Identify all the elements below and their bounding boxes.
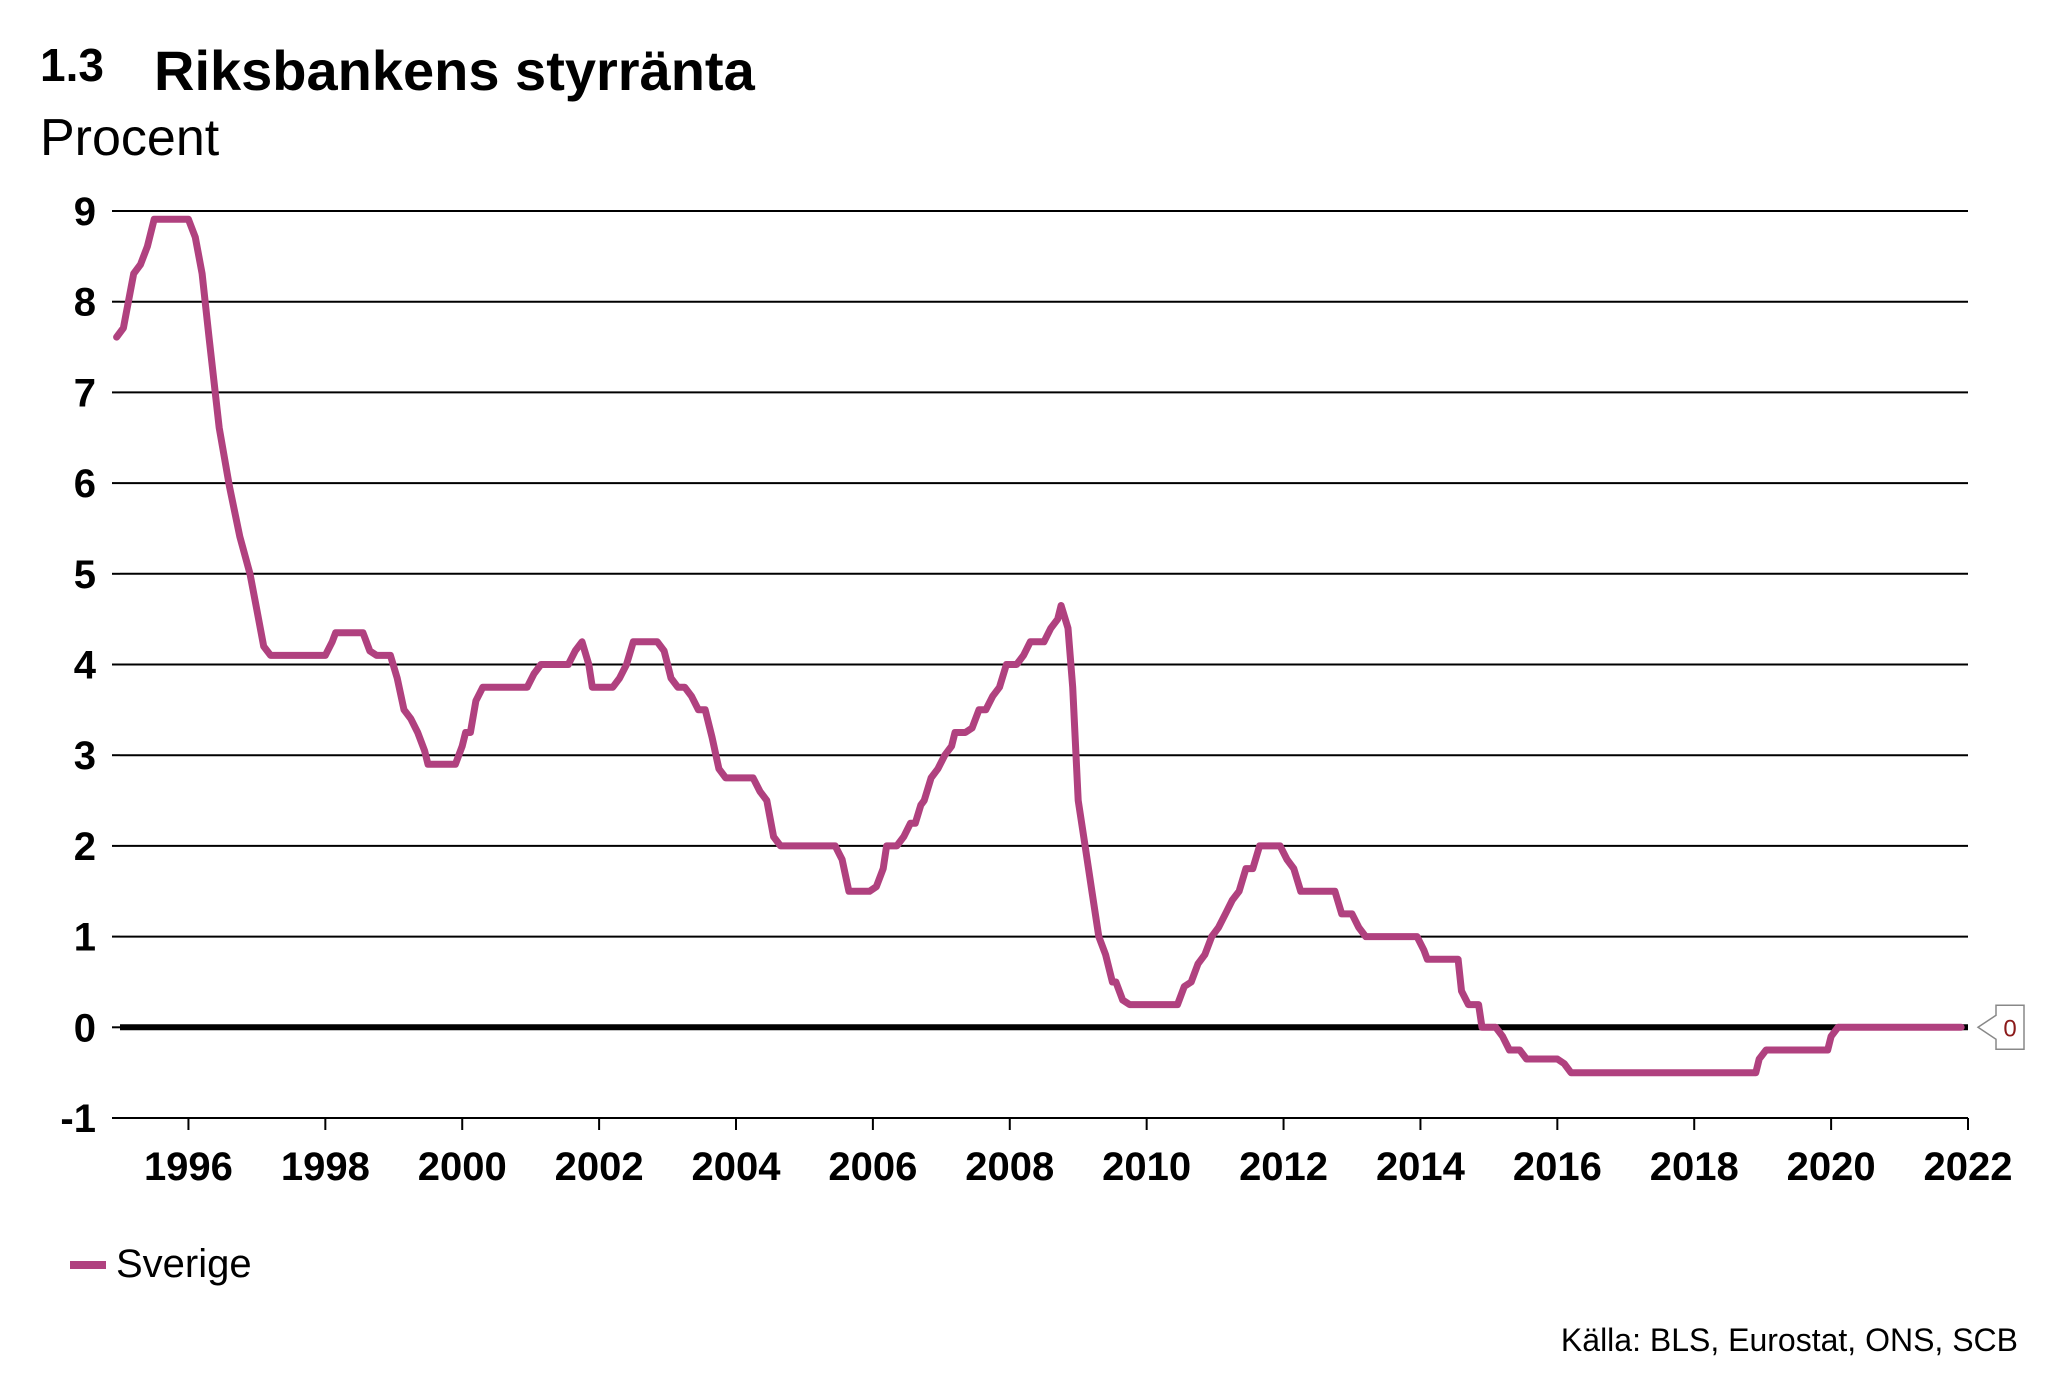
y-tick-label: 2: [74, 825, 96, 869]
y-axis-unit: Procent: [40, 109, 220, 167]
x-axis: 1996 1998 2000 2002 2004 2006 2008 2010 2012 2014…: [120, 1117, 2013, 1189]
end-value-box: [1976, 1004, 2025, 1051]
end-value-marker: 0: [1976, 1004, 2025, 1051]
x-tick-label: 2018: [1650, 1145, 1739, 1189]
y-tick-label: 3: [74, 734, 96, 778]
x-tick-label: 2004: [692, 1145, 782, 1189]
x-tick-label: 2008: [965, 1145, 1054, 1189]
figure-number: 1.3: [40, 39, 104, 91]
x-tick-label: 2020: [1787, 1145, 1876, 1189]
y-tick-label: 6: [74, 462, 96, 506]
y-tick-label: 0: [74, 1006, 96, 1050]
x-tick-label: 2010: [1102, 1145, 1191, 1189]
x-tick-label: 1996: [144, 1145, 233, 1189]
y-tick-label: -1: [60, 1097, 96, 1141]
x-tick-label: 2022: [1924, 1145, 2013, 1189]
x-tick-label: 2012: [1239, 1145, 1328, 1189]
y-tick-label: 9: [74, 190, 96, 234]
series-layer: [113, 215, 1965, 1077]
y-axis-ticks: -1 0 1 2 3 4 5 6 7 8 9: [60, 190, 120, 1141]
legend-swatch-sverige: [70, 1260, 106, 1269]
x-tick-label: 2016: [1513, 1145, 1602, 1189]
y-tick-label: 8: [74, 281, 96, 325]
legend: Sverige: [70, 1242, 252, 1287]
y-tick-label: 1: [74, 916, 96, 960]
chart-title: Riksbankens styrränta: [154, 39, 755, 102]
x-tick-label: 2002: [555, 1145, 644, 1189]
series-line-sverige: [113, 215, 1965, 1077]
x-tick-label: 1998: [281, 1145, 370, 1189]
source-note: Källa: BLS, Eurostat, ONS, SCB: [1560, 1322, 2018, 1358]
y-tick-label: 7: [74, 371, 96, 415]
x-tick-label: 2000: [418, 1145, 507, 1189]
x-tick-label: 2014: [1376, 1145, 1466, 1189]
y-tick-label: 4: [74, 644, 97, 688]
x-tick-label: 2006: [828, 1145, 917, 1189]
y-tick-label: 5: [74, 553, 96, 597]
gridlines: [120, 210, 1968, 1031]
legend-label-sverige: Sverige: [116, 1242, 252, 1286]
end-value-label: 0: [2003, 1015, 2016, 1042]
